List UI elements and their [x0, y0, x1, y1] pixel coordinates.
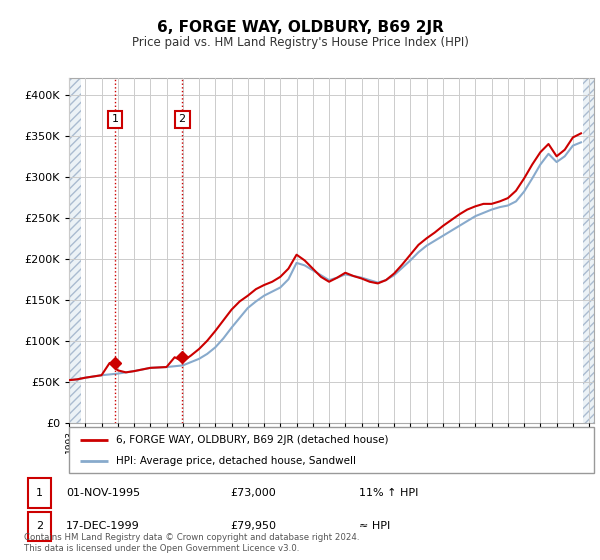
Text: Price paid vs. HM Land Registry's House Price Index (HPI): Price paid vs. HM Land Registry's House …: [131, 36, 469, 49]
Text: 6, FORGE WAY, OLDBURY, B69 2JR (detached house): 6, FORGE WAY, OLDBURY, B69 2JR (detached…: [116, 435, 389, 445]
Text: 2: 2: [36, 521, 43, 531]
Text: 11% ↑ HPI: 11% ↑ HPI: [359, 488, 418, 498]
Text: HPI: Average price, detached house, Sandwell: HPI: Average price, detached house, Sand…: [116, 456, 356, 466]
FancyBboxPatch shape: [69, 427, 594, 473]
Text: £79,950: £79,950: [230, 521, 277, 531]
Text: ≈ HPI: ≈ HPI: [359, 521, 390, 531]
Text: £73,000: £73,000: [230, 488, 276, 498]
Bar: [583, 78, 594, 423]
Text: 01-NOV-1995: 01-NOV-1995: [66, 488, 140, 498]
FancyBboxPatch shape: [28, 478, 52, 507]
Text: 6, FORGE WAY, OLDBURY, B69 2JR: 6, FORGE WAY, OLDBURY, B69 2JR: [157, 20, 443, 35]
Bar: [69, 78, 81, 423]
Bar: [69, 78, 81, 423]
Text: Contains HM Land Registry data © Crown copyright and database right 2024.
This d: Contains HM Land Registry data © Crown c…: [24, 533, 359, 553]
Text: 2: 2: [179, 114, 185, 124]
FancyBboxPatch shape: [28, 512, 52, 541]
Bar: [583, 78, 594, 423]
Text: 17-DEC-1999: 17-DEC-1999: [66, 521, 140, 531]
Text: 1: 1: [112, 114, 118, 124]
Text: 1: 1: [36, 488, 43, 498]
